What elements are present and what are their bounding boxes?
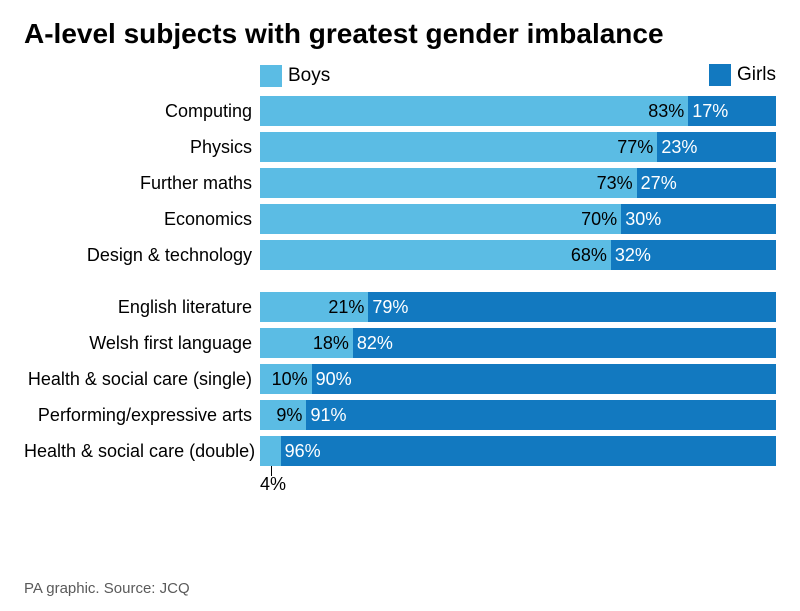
bar-row: Design & technology68%32% <box>24 240 776 270</box>
bar-segment-boys: 77% <box>260 132 657 162</box>
bar-row: Health & social care (double) 96% <box>24 436 776 466</box>
stacked-bar: 10%90% <box>260 364 776 394</box>
stacked-bar: 77%23% <box>260 132 776 162</box>
callout-label: 4% <box>260 474 286 495</box>
bar-segment-boys: 9% <box>260 400 306 430</box>
bar-row: Health & social care (single)10%90% <box>24 364 776 394</box>
chart-area: Computing83%17%Physics77%23%Further math… <box>24 96 776 494</box>
row-label: Physics <box>24 137 260 158</box>
bar-segment-boys: 68% <box>260 240 611 270</box>
legend-girls: Girls <box>709 64 776 86</box>
legend-boys: Boys <box>260 64 330 88</box>
row-label: Performing/expressive arts <box>24 405 260 426</box>
legend: Boys Girls <box>260 64 776 88</box>
bar-segment-boys: 10% <box>260 364 312 394</box>
bar-segment-girls: 91% <box>306 400 776 430</box>
bar-segment-girls: 96% <box>281 436 776 466</box>
row-label: English literature <box>24 297 260 318</box>
bar-row: Welsh first language18%82% <box>24 328 776 358</box>
bar-segment-girls: 32% <box>611 240 776 270</box>
stacked-bar: 9%91% <box>260 400 776 430</box>
bar-segment-boys <box>260 436 281 466</box>
bar-segment-girls: 79% <box>368 292 776 322</box>
callout-wrap: 4% <box>24 472 776 494</box>
bar-row: Computing83%17% <box>24 96 776 126</box>
row-label: Further maths <box>24 173 260 194</box>
chart-group: Computing83%17%Physics77%23%Further math… <box>24 96 776 270</box>
chart-title: A-level subjects with greatest gender im… <box>24 18 776 50</box>
bar-segment-boys: 18% <box>260 328 353 358</box>
row-label: Computing <box>24 101 260 122</box>
bar-row: Physics77%23% <box>24 132 776 162</box>
source-footer: PA graphic. Source: JCQ <box>24 580 190 597</box>
chart-group: English literature21%79%Welsh first lang… <box>24 292 776 494</box>
row-label: Health & social care (double) <box>24 441 260 462</box>
bar-segment-boys: 70% <box>260 204 621 234</box>
stacked-bar: 68%32% <box>260 240 776 270</box>
stacked-bar: 18%82% <box>260 328 776 358</box>
bar-segment-girls: 27% <box>637 168 776 198</box>
legend-girls-label: Girls <box>737 64 776 86</box>
row-label: Design & technology <box>24 245 260 266</box>
bar-segment-girls: 23% <box>657 132 776 162</box>
bar-row: Economics70%30% <box>24 204 776 234</box>
row-label: Economics <box>24 209 260 230</box>
legend-boys-label: Boys <box>288 65 330 87</box>
stacked-bar: 96% <box>260 436 776 466</box>
bar-segment-boys: 21% <box>260 292 368 322</box>
bar-segment-boys: 83% <box>260 96 688 126</box>
row-label: Health & social care (single) <box>24 369 260 390</box>
bar-row: Further maths73%27% <box>24 168 776 198</box>
bar-segment-boys: 73% <box>260 168 637 198</box>
stacked-bar: 21%79% <box>260 292 776 322</box>
bar-row: English literature21%79% <box>24 292 776 322</box>
bar-segment-girls: 82% <box>353 328 776 358</box>
bar-segment-girls: 30% <box>621 204 776 234</box>
bar-segment-girls: 17% <box>688 96 776 126</box>
bar-row: Performing/expressive arts9%91% <box>24 400 776 430</box>
stacked-bar: 83%17% <box>260 96 776 126</box>
bar-segment-girls: 90% <box>312 364 776 394</box>
stacked-bar: 73%27% <box>260 168 776 198</box>
legend-girls-swatch <box>709 64 731 86</box>
legend-boys-swatch <box>260 65 282 87</box>
stacked-bar: 70%30% <box>260 204 776 234</box>
row-label: Welsh first language <box>24 333 260 354</box>
